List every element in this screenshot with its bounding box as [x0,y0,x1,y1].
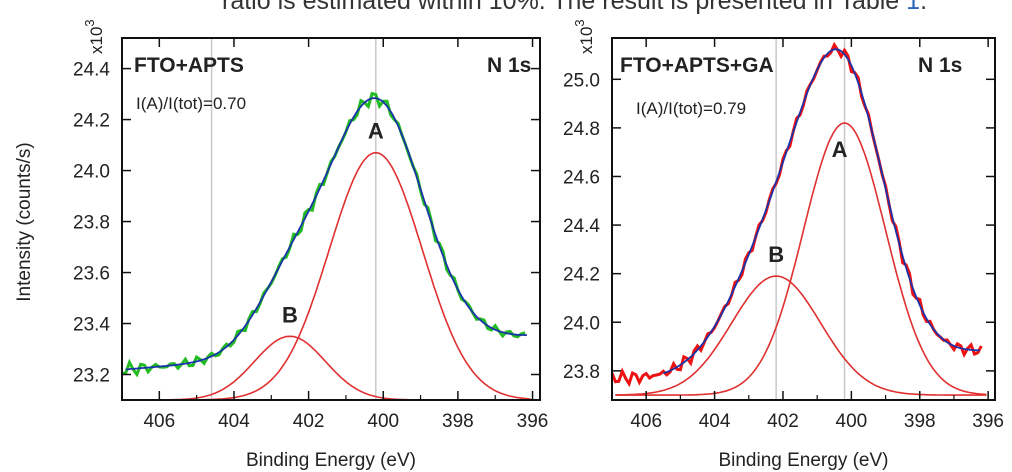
y-tick-label: 24.2 [563,265,600,286]
y-axis-title: Intensity (counts/s) [14,142,35,301]
fit-envelope [662,48,980,375]
fit-envelope [125,97,527,371]
core-level-label: N 1s [918,54,962,77]
y-multiplier-base: x10 [577,27,596,54]
intensity-ratio: I(A)/I(tot)=0.70 [136,94,246,113]
sample-title: FTO+APTS [134,54,244,77]
y-tick-label: 24.0 [73,162,110,183]
peak-a-label: A [368,119,384,144]
x-tick-label: 402 [293,411,325,432]
panel-fto-apts-ga: 406 404 402 400 398 396 23.8 24.0 24.2 24.4 24.6 24… [563,19,1004,471]
peak-b-label: B [282,302,298,327]
x-tick-label: 398 [904,411,936,432]
x-tick-label: 398 [442,411,474,432]
y-tick-label: 23.8 [73,213,110,234]
x-tick-label: 400 [836,411,868,432]
x-tick-label: 406 [630,411,662,432]
x-tick-label: 406 [143,411,175,432]
y-tick-label: 24.8 [563,119,600,140]
y-tick-label: 25.0 [563,70,600,91]
peak-b-component [615,275,987,396]
y-tick-label: 24.2 [73,111,110,132]
core-level-label: N 1s [487,54,531,77]
measured-spectrum [610,41,983,388]
y-tick-label: 23.6 [73,264,110,285]
peak-a-label: A [832,137,848,162]
y-multiplier-power: 3 [572,19,587,26]
caption-text: ratio is estimated within 10%. The resul… [222,0,927,16]
y-multiplier: x103 [82,19,106,54]
y-tick-label: 23.2 [73,366,110,387]
table-ref-link[interactable]: 1 [906,0,921,15]
y-multiplier-base: x10 [87,27,106,54]
x-axis-title: Binding Energy (eV) [246,450,416,471]
y-multiplier-power: 3 [82,19,97,26]
plot-frame [611,37,996,401]
x-tick-label: 402 [767,411,799,432]
plot-frame [121,37,541,401]
x-axis-title: Binding Energy (eV) [718,450,888,471]
peak-b-label: B [768,242,784,267]
y-tick-label: 23.4 [73,315,110,336]
panel-fto-apts: 406 404 402 400 398 396 23.2 23.4 23.6 23.8 24.0 24… [73,19,548,471]
x-tick-label: 404 [699,411,731,432]
caption-prefix: ratio is estimated within 10%. The resul… [222,0,907,15]
y-tick-label: 24.0 [563,313,600,334]
intensity-ratio: I(A)/I(tot)=0.79 [636,99,746,118]
sample-title: FTO+APTS+GA [620,54,774,77]
x-tick-label: 400 [367,411,399,432]
x-tick-label: 396 [517,411,549,432]
y-multiplier: x103 [572,19,596,54]
x-tick-label: 404 [218,411,250,432]
y-tick-label: 24.4 [563,216,600,237]
y-tick-label: 24.4 [73,60,110,81]
x-tick-label: 396 [972,411,1004,432]
peak-a-component [615,122,987,396]
y-tick-label: 23.8 [563,362,600,383]
caption-suffix: . [920,0,928,15]
measured-spectrum [121,91,526,378]
y-tick-label: 24.6 [563,167,600,188]
